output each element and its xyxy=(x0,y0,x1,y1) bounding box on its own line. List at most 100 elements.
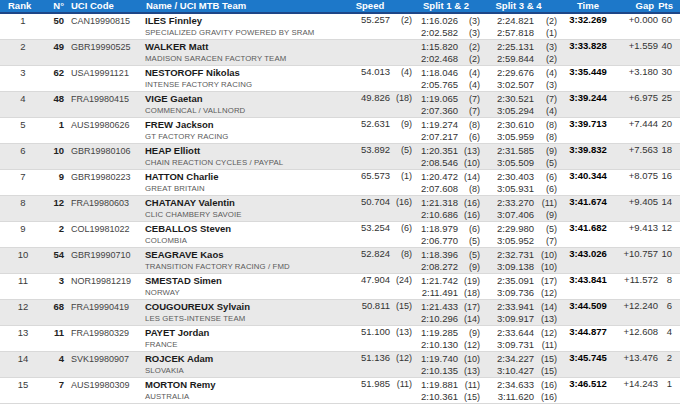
split2-rank: (3) xyxy=(469,27,480,39)
rider-name: SEAGRAVE Kaos xyxy=(144,249,350,261)
points-value: 1 xyxy=(667,378,680,403)
uci-code: GBR19990525 xyxy=(64,41,144,53)
split3-rank: (10) xyxy=(541,249,557,261)
split1-value: 1:15.820 xyxy=(421,41,458,53)
split3-rank: (14) xyxy=(541,301,557,313)
time-value: 3:33.828 xyxy=(569,40,607,65)
rank-cell: 2 xyxy=(20,41,25,53)
split2-value: 2:07.360 xyxy=(421,105,458,117)
split3-value: 2:30.521 xyxy=(497,93,534,105)
split3-rank: (16) xyxy=(541,379,557,391)
time-value: 3:43.026 xyxy=(569,248,607,273)
bib-number: 11 xyxy=(54,327,64,339)
speed-value: 53.892 xyxy=(361,144,390,169)
split3-rank: (17) xyxy=(541,275,557,287)
split3-rank: (9) xyxy=(546,145,557,157)
split3-rank: (3) xyxy=(546,41,557,53)
speed-rank: (9) xyxy=(401,118,412,143)
speed-value: 47.904 xyxy=(361,274,390,299)
table-row: 1 50 CAN19990815 ILES Finnley SPECIALIZE… xyxy=(0,14,680,40)
rank-cell: 1 xyxy=(20,15,25,27)
gap-value: +14.243 xyxy=(623,378,658,403)
split1-rank: (4) xyxy=(469,67,480,79)
time-value: 3:43.841 xyxy=(569,274,607,299)
gap-value: +13.476 xyxy=(623,352,658,377)
split2-rank: (12) xyxy=(464,339,480,351)
time-value: 3:44.877 xyxy=(569,326,607,351)
gap-value: +9.413 xyxy=(629,222,658,247)
split4-value: 3:09.138 xyxy=(497,261,534,273)
split1-value: 1:21.433 xyxy=(421,301,458,313)
bib-number: 62 xyxy=(53,67,64,79)
team-name: FRANCE xyxy=(144,339,350,351)
time-value: 3:41.682 xyxy=(569,222,607,247)
split2-rank: (10) xyxy=(464,157,480,169)
split4-value: 3:07.406 xyxy=(497,209,534,221)
rider-name: COUGOUREUX Sylvain xyxy=(144,301,350,313)
bib-number: 54 xyxy=(53,249,64,261)
points-value: 20 xyxy=(661,118,680,143)
split4-value: 3:05.509 xyxy=(497,157,534,169)
split1-rank: (3) xyxy=(469,15,480,27)
table-row: 8 12 FRA19980603 CHATANAY Valentin CLIC … xyxy=(0,196,680,222)
split1-rank: (13) xyxy=(464,145,480,157)
speed-rank: (24) xyxy=(396,274,412,299)
rank-cell: 6 xyxy=(20,145,25,157)
split4-rank: (6) xyxy=(546,183,557,195)
speed-value: 55.257 xyxy=(361,14,390,39)
speed-rank: (16) xyxy=(396,196,412,221)
rank-cell: 13 xyxy=(18,327,29,339)
split1-value: 1:18.046 xyxy=(421,67,458,79)
rider-name: PAYET Jordan xyxy=(144,327,350,339)
split1-value: 1:20.472 xyxy=(421,171,458,183)
split2-rank: (7) xyxy=(469,105,480,117)
split3-value: 2:33.270 xyxy=(497,197,534,209)
split2-value: 2:11.491 xyxy=(422,287,458,299)
split1-rank: (16) xyxy=(464,197,480,209)
split2-value: 2:10.130 xyxy=(421,339,458,351)
points-value: 14 xyxy=(661,196,680,221)
team-name: MADISON SARACEN FACTORY TEAM xyxy=(144,53,350,65)
gap-value: +1.559 xyxy=(629,40,658,65)
split4-rank: (10) xyxy=(541,261,557,273)
split2-value: 2:07.217 xyxy=(421,131,458,143)
points-value: 18 xyxy=(661,144,680,169)
split3-value: 2:29.980 xyxy=(497,223,534,235)
uci-code: GBR19990710 xyxy=(64,249,144,261)
rider-name: ROJCEK Adam xyxy=(144,353,350,365)
split1-rank: (10) xyxy=(464,353,480,365)
col-header-points: Pts xyxy=(658,0,680,12)
table-row: 10 54 GBR19990710 SEAGRAVE Kaos TRANSITI… xyxy=(0,248,680,274)
split3-rank: (12) xyxy=(541,327,557,339)
gap-value: +7.444 xyxy=(629,118,658,143)
split2-value: 2:08.546 xyxy=(421,157,458,169)
split2-rank: (5) xyxy=(469,235,480,247)
split2-rank: (15) xyxy=(464,391,480,403)
split2-value: 2:10.361 xyxy=(421,391,458,403)
table-row: 11 3 NOR19981219 SMESTAD Simen NORWAY 47… xyxy=(0,274,680,300)
rank-cell: 15 xyxy=(18,379,29,391)
split1-rank: (6) xyxy=(469,223,480,235)
speed-value: 52.824 xyxy=(361,248,390,273)
bib-number: 48 xyxy=(53,93,64,105)
speed-value: 51.985 xyxy=(361,378,390,403)
table-row: 3 62 USA19991121 NESTOROFF Nikolas INTEN… xyxy=(0,66,680,92)
bib-number: 10 xyxy=(53,145,64,157)
points-value: 40 xyxy=(661,40,680,65)
bib-number: 50 xyxy=(53,15,64,27)
speed-rank: (12) xyxy=(396,352,412,377)
rank-cell: 8 xyxy=(20,197,25,209)
speed-rank: (8) xyxy=(401,248,412,273)
split1-value: 1:19.274 xyxy=(421,119,458,131)
uci-code: CAN19990815 xyxy=(64,15,144,27)
col-header-name-team: Name / UCI MTB Team xyxy=(144,0,350,12)
points-value: 2 xyxy=(667,352,680,377)
uci-code: FRA19990419 xyxy=(64,301,144,313)
team-name: NORWAY xyxy=(144,287,350,299)
rider-name: NESTOROFF Nikolas xyxy=(144,67,350,79)
split4-value: 3:02.507 xyxy=(497,79,534,91)
team-name: GREAT BRITAIN xyxy=(144,183,350,195)
time-value: 3:39.832 xyxy=(569,144,607,169)
points-value: 4 xyxy=(667,326,680,351)
team-name: COLOMBIA xyxy=(144,235,350,247)
